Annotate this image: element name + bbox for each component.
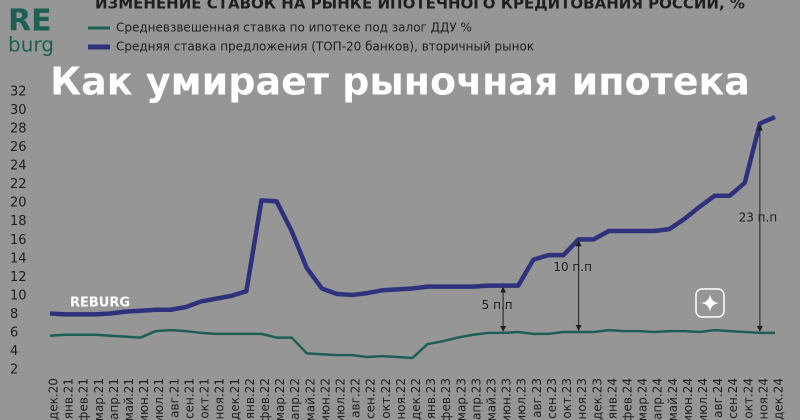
x-tick-label: май.24: [666, 378, 680, 420]
y-tick-label: 18: [10, 214, 27, 229]
x-tick-label: янв.24: [605, 378, 619, 419]
y-tick-label: 12: [10, 270, 27, 285]
x-tick-label: июн.24: [681, 378, 695, 420]
y-tick-label: 32: [10, 85, 27, 100]
x-tick-label: июн.23: [500, 378, 514, 420]
x-tick-label: ноя.23: [575, 378, 589, 420]
x-tick-label: дек.20: [47, 378, 61, 420]
y-tick-label: 10: [10, 288, 27, 303]
x-tick-label: дек.24: [772, 378, 786, 420]
headline: Как умирает рыночная ипотека: [50, 60, 750, 104]
x-tick-label: мар.24: [636, 378, 650, 420]
x-tick-label: фев.23: [439, 378, 453, 420]
x-tick-label: окт.24: [741, 378, 755, 419]
plot: Средневзвешенная ставка по ипотеке под з…: [10, 21, 786, 420]
legend-label: Средняя ставка предложения (ТОП-20 банко…: [116, 40, 534, 54]
x-tick-label: май.21: [122, 378, 136, 420]
sparkle-icon: [695, 288, 725, 318]
series-line: [49, 328, 775, 360]
x-tick-label: ноя.24: [756, 378, 770, 420]
x-tick-label: май.23: [485, 378, 499, 420]
x-tick-label: фев.21: [77, 378, 91, 420]
x-tick-label: май.22: [303, 378, 317, 420]
x-tick-label: апр.21: [107, 378, 121, 420]
y-tick-label: 6: [10, 325, 18, 340]
logo-top: RE: [8, 4, 52, 39]
x-tick-label: апр.22: [288, 378, 302, 420]
legend-label: Средневзвешенная ставка по ипотеке под з…: [116, 21, 472, 35]
x-tick-label: янв.21: [62, 378, 76, 419]
x-tick-label: ноя.21: [213, 378, 227, 420]
x-tick-label: июн.22: [318, 378, 332, 420]
x-tick-label: авг.24: [711, 378, 725, 418]
x-tick-label: дек.22: [409, 378, 423, 420]
x-tick-label: мар.22: [273, 378, 287, 420]
x-tick-label: окт.21: [198, 378, 212, 419]
y-tick-label: 4: [10, 344, 18, 359]
x-tick-label: апр.24: [651, 378, 665, 420]
x-tick-label: дек.23: [590, 378, 604, 420]
series-line: [49, 114, 776, 317]
x-tick-label: июн.21: [137, 378, 151, 420]
x-tick-label: ноя.22: [394, 378, 408, 420]
y-tick-label: 30: [10, 103, 27, 118]
x-tick-label: мар.21: [92, 378, 106, 420]
x-tick-label: авг.23: [530, 378, 544, 418]
x-tick-label: авг.22: [349, 378, 363, 418]
chart-title: ИЗМЕНЕНИЕ СТАВОК НА РЫНКЕ ИПОТЕЧНОГО КРЕ…: [95, 0, 745, 13]
y-tick-label: 22: [10, 177, 27, 192]
x-tick-label: фев.24: [620, 378, 634, 420]
annotation-label: 23 п.п: [739, 211, 778, 225]
annotation-label: 5 п.п: [482, 298, 513, 312]
annotation-label: 10 п.п: [553, 260, 592, 274]
x-tick-label: июл.22: [333, 378, 347, 420]
y-tick-label: 2: [10, 363, 18, 378]
x-tick-label: фев.22: [258, 378, 272, 420]
x-tick-label: сен.23: [545, 378, 559, 419]
y-tick-label: 26: [10, 140, 27, 155]
y-tick-label: 16: [10, 233, 27, 248]
x-tick-label: дек.21: [228, 378, 242, 420]
x-tick-label: янв.23: [424, 378, 438, 419]
x-tick-label: апр.23: [469, 378, 483, 420]
y-tick-label: 24: [10, 159, 27, 174]
x-tick-label: авг.21: [167, 378, 181, 418]
x-tick-label: сен.22: [364, 378, 378, 419]
x-tick-label: июл.21: [152, 378, 166, 420]
x-tick-label: мар.23: [454, 378, 468, 420]
x-tick-label: сен.21: [182, 378, 196, 419]
x-tick-label: янв.22: [243, 378, 257, 419]
x-tick-label: окт.22: [379, 378, 393, 419]
watermark: REBURG: [70, 296, 130, 311]
x-tick-label: июл.24: [696, 378, 710, 420]
x-tick-label: июл.23: [515, 378, 529, 420]
y-tick-label: 28: [10, 122, 27, 137]
x-tick-label: окт.23: [560, 378, 574, 419]
y-tick-label: 8: [10, 307, 18, 322]
y-tick-label: 14: [10, 251, 27, 266]
y-tick-label: 20: [10, 196, 27, 211]
logo-bottom: burg: [8, 33, 54, 57]
x-tick-label: сен.24: [726, 378, 740, 419]
